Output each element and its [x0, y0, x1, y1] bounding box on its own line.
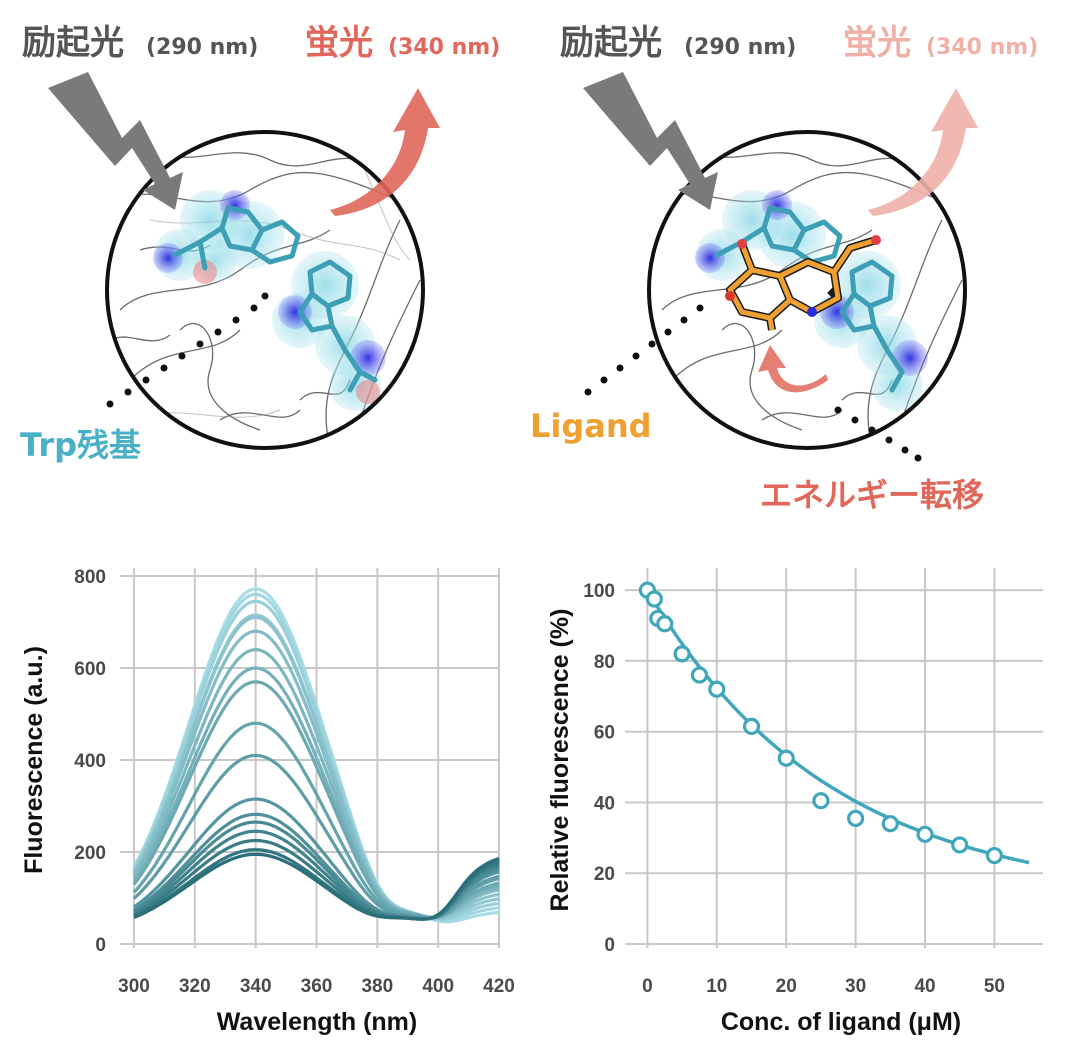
spectra-x-tick-label: 340	[240, 976, 272, 997]
data-point	[985, 846, 1004, 865]
energy-transfer-label: エネルギー転移	[760, 476, 984, 514]
trp-residue-upper	[153, 190, 301, 284]
data-point	[916, 825, 934, 843]
spectra-y-tick-label: 0	[95, 935, 106, 956]
protein-zoom-circle	[107, 132, 423, 448]
titration-x-tick-label: 20	[776, 976, 797, 997]
spectra-y-tick-label: 600	[74, 659, 106, 680]
spectra-x-tick-label: 360	[301, 976, 333, 997]
titration-x-tick-label: 0	[642, 976, 653, 997]
data-point	[847, 809, 865, 827]
data-point	[951, 836, 969, 854]
emission-arrow-icon	[330, 88, 440, 216]
emission-label-faded: 蛍光	[843, 23, 911, 63]
trp-residue-upper	[695, 190, 843, 281]
spectra-x-tick-label: 320	[179, 976, 211, 997]
titration-x-tick-label: 30	[845, 976, 866, 997]
titration-y-tick-label: 80	[594, 652, 615, 673]
trp-residue-label: Trp残基	[20, 426, 141, 464]
spectrum-line	[133, 852, 500, 921]
titration-points	[638, 581, 1004, 865]
titration-y-axis-title: Relative fluorescence (%)	[546, 609, 574, 912]
illustration-left: 励起光 (290 nm) 蛍光 (340 nm) Trp残基	[20, 23, 500, 464]
titration-y-tick-label: 20	[594, 864, 615, 885]
excitation-arrow-icon	[583, 72, 718, 210]
illustration-right: 励起光 (290 nm) 蛍光 (340 nm) Ligand エネルギー転移	[530, 23, 1038, 514]
data-point	[812, 792, 830, 810]
titration-y-tick-label: 0	[604, 935, 615, 956]
zoom-circle-border	[105, 130, 425, 450]
spectra-x-tick-label: 300	[118, 976, 150, 997]
trp-pointer-dots	[106, 292, 269, 408]
spectra-series	[132, 587, 500, 924]
data-point	[645, 590, 663, 608]
emission-wavelength: (340 nm)	[388, 35, 500, 60]
excitation-arrow-icon	[48, 72, 183, 210]
spectra-x-tick-label: 400	[422, 976, 454, 997]
spectra-y-tick-label: 800	[74, 567, 106, 588]
spectra-y-ticks: 0 200 400 600 800	[74, 567, 106, 956]
data-point	[708, 680, 726, 698]
titration-x-tick-label: 50	[984, 976, 1005, 997]
data-point	[742, 717, 761, 735]
titration-y-tick-label: 100	[583, 581, 615, 602]
titration-grid	[625, 568, 1043, 948]
titration-fit-curve	[645, 589, 1030, 865]
trp-residue-lower	[272, 251, 386, 411]
excitation-label: 励起光	[22, 23, 124, 63]
fit-curve-line	[645, 589, 1030, 865]
ligand-pointer-dots	[584, 304, 704, 396]
spectra-x-ticks: 300 320 340 360 380 400 420	[118, 976, 515, 997]
titration-chart: 0 10 20 30 40 50 0 20 40 60 80 100 Conc. of ligand…	[546, 568, 1043, 1036]
spectra-x-axis-title: Wavelength (nm)	[217, 1008, 417, 1036]
data-point	[881, 815, 899, 833]
titration-y-ticks: 0 20 40 60 80 100	[583, 581, 615, 956]
zoom-circle-border	[647, 130, 967, 450]
titration-x-tick-label: 40	[914, 976, 935, 997]
data-point	[777, 749, 795, 767]
spectra-y-tick-label: 400	[74, 751, 106, 772]
spectra-chart: 300 320 340 360 380 400 420 0 200 400 600 800 Wave…	[20, 567, 515, 1036]
emission-arrow-faded-icon	[868, 88, 978, 216]
titration-x-tick-label: 10	[706, 976, 727, 997]
energy-transfer-arrow-icon	[758, 345, 828, 393]
energy-transfer-pointer-dots	[834, 406, 922, 462]
emission-label: 蛍光	[305, 23, 373, 63]
titration-y-tick-label: 40	[594, 793, 615, 814]
titration-y-tick-label: 60	[594, 723, 615, 744]
data-point	[673, 645, 691, 663]
spectra-x-tick-label: 420	[483, 976, 515, 997]
spectra-y-axis-title: Fluorescence (a.u.)	[20, 646, 48, 874]
excitation-wavelength: (290 nm)	[684, 35, 796, 60]
emission-wavelength-faded: (340 nm)	[926, 35, 1038, 60]
excitation-wavelength: (290 nm)	[146, 35, 258, 60]
titration-x-axis-title: Conc. of ligand (μM)	[721, 1008, 961, 1036]
spectra-x-tick-label: 380	[361, 976, 393, 997]
titration-x-ticks: 0 10 20 30 40 50	[642, 976, 1005, 997]
data-point	[656, 615, 674, 633]
ligand-label: Ligand	[530, 407, 652, 445]
data-point	[690, 666, 709, 684]
excitation-label: 励起光	[560, 23, 662, 63]
spectra-y-tick-label: 200	[74, 843, 106, 864]
